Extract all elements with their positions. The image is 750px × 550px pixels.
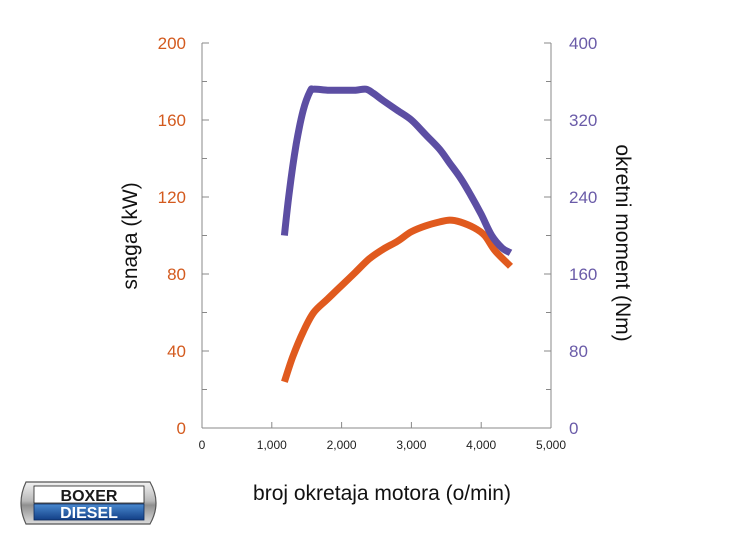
x-tick-label: 3,000: [396, 438, 426, 452]
y-axis-left-title: snaga (kW): [119, 182, 142, 289]
y-left-tick-label: 80: [167, 265, 186, 284]
left-axis-ticks: 0 40 80 120 160 200: [158, 34, 209, 438]
y-right-tick-label: 0: [569, 419, 578, 438]
x-tick-label: 1,000: [257, 438, 287, 452]
y-left-tick-label: 120: [158, 188, 186, 207]
logo-line-1: BOXER: [61, 488, 118, 505]
torque-series-line: [280, 85, 513, 256]
y-left-tick-label: 0: [177, 419, 186, 438]
y-right-tick-label: 320: [569, 111, 597, 130]
x-axis-ticks: 0 1,000 2,000 3,000 4,000 5,000: [199, 422, 566, 452]
y-right-tick-label: 80: [569, 342, 588, 361]
y-axis-right-title: okretni moment (Nm): [611, 144, 634, 341]
y-right-tick-label: 160: [569, 265, 597, 284]
x-tick-label: 0: [199, 438, 206, 452]
x-axis-title: broj okretaja motora (o/min): [253, 482, 511, 505]
x-tick-label: 2,000: [327, 438, 357, 452]
x-tick-label: 4,000: [466, 438, 496, 452]
y-left-tick-label: 40: [167, 342, 186, 361]
x-tick-label: 5,000: [536, 438, 566, 452]
right-axis-ticks: 0 80 160 240 320 400: [544, 34, 597, 438]
power-series-line: [281, 216, 514, 383]
boxer-diesel-logo: BOXER DIESEL: [20, 481, 157, 525]
y-right-tick-label: 400: [569, 34, 597, 53]
logo-line-2: DIESEL: [60, 505, 118, 522]
y-left-tick-label: 160: [158, 111, 186, 130]
series-layer: [280, 85, 514, 383]
y-left-tick-label: 200: [158, 34, 186, 53]
y-right-tick-label: 240: [569, 188, 597, 207]
